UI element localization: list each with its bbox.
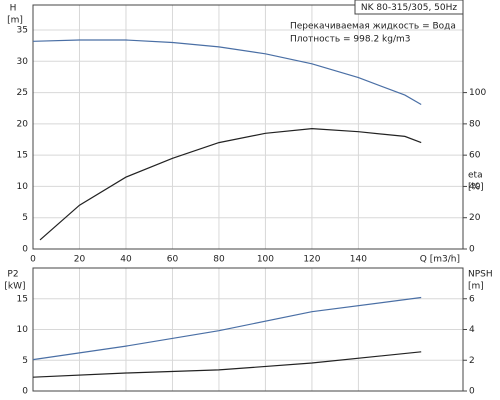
y2-axis-label: eta — [468, 171, 483, 181]
chart-title: NK 80-315/305, 50Hz — [361, 3, 458, 13]
x-tick-label: 20 — [74, 255, 86, 265]
y-tick-label: 25 — [17, 88, 28, 98]
plot-frame — [32, 4, 464, 250]
y-tick-label: 35 — [17, 26, 28, 36]
curve — [32, 351, 422, 378]
y2-axis-units: [m] — [468, 282, 484, 292]
y2-tick-label: 40 — [469, 182, 481, 192]
y-tick-label: 5 — [22, 213, 28, 223]
y-tick-label: 5 — [22, 356, 28, 366]
x-tick-label: 100 — [257, 255, 274, 265]
y2-tick-label: 80 — [469, 119, 481, 129]
y2-tick-label: 4 — [469, 325, 475, 335]
y2-tick-label: 0 — [469, 245, 475, 255]
y-axis-units: [m] — [7, 16, 23, 26]
y2-tick-label: 60 — [469, 151, 481, 161]
x-tick-label: 0 — [30, 255, 36, 265]
curve — [32, 39, 422, 106]
y-tick-label: 0 — [22, 245, 28, 255]
y2-axis-units: [%] — [468, 183, 484, 193]
x-tick-label: 80 — [213, 255, 225, 265]
curve — [39, 127, 422, 241]
y2-tick-label: 20 — [469, 213, 481, 223]
y-axis-units: [kW] — [4, 282, 25, 292]
y-tick-label: 0 — [22, 387, 28, 397]
x-tick-label: 40 — [120, 255, 132, 265]
annotation: Перекачиваемая жидкость = Вода — [290, 22, 456, 32]
y-tick-label: 30 — [17, 57, 29, 67]
y-axis-label: P2 — [7, 270, 18, 280]
x-tick-label: 60 — [167, 255, 179, 265]
plot-frame — [32, 267, 464, 392]
y-tick-label: 20 — [17, 119, 29, 129]
y2-tick-label: 2 — [469, 356, 475, 366]
y-axis-label: H — [10, 4, 17, 14]
y-tick-label: 15 — [17, 151, 28, 161]
y2-tick-label: 0 — [469, 387, 475, 397]
y2-axis-label: NPSH — [468, 270, 493, 280]
x-tick-label: 120 — [303, 255, 320, 265]
y-tick-label: 10 — [17, 325, 29, 335]
title-box — [354, 0, 464, 15]
x-label-bg — [413, 252, 461, 265]
annotation: Плотность = 998.2 kg/m3 — [290, 35, 411, 45]
y2-tick-label: 100 — [469, 88, 486, 98]
x-tick-label: 140 — [350, 255, 367, 265]
y2-tick-label: 6 — [469, 294, 475, 304]
curve — [32, 296, 422, 361]
y-tick-label: 15 — [17, 294, 28, 304]
x-axis-label: Q [m3/h] — [420, 255, 460, 265]
y-tick-label: 10 — [17, 182, 29, 192]
